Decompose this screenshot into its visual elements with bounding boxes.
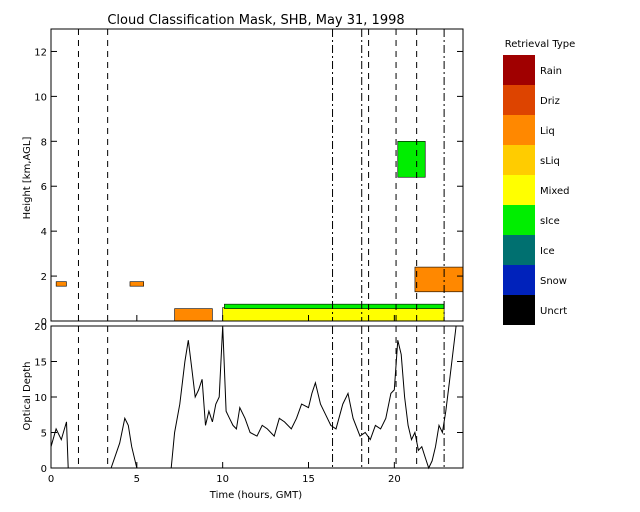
legend-swatch-uncrt [503,295,535,325]
time-tick-label-4: 20 [388,474,401,485]
legend-swatch-mixed [503,175,535,205]
od-tick-label-3: 15 [34,358,47,369]
mask-region-mixed-1 [222,307,445,322]
mask-region-sice-2 [224,303,445,309]
mask-region-liq-5 [55,281,67,287]
od-tick-label-1: 5 [41,429,47,440]
mask-region-liq-6 [129,281,144,287]
legend-swatch-liq [503,115,535,145]
height-tick-label-3: 6 [41,182,47,193]
legend-swatch-sice [503,205,535,235]
height-tick-label-6: 12 [34,47,47,58]
legend-swatch-rain [503,55,535,85]
legend-swatch-sliq [503,145,535,175]
optical-depth-series-line [50,325,457,470]
time-axis-label: Time (hours, GMT) [209,490,303,501]
legend-label-driz: Driz [540,96,560,107]
optical-depth-plot-frame [50,325,464,469]
legend-label-snow: Snow [540,276,567,287]
mask-region-liq-0 [174,308,213,322]
optical-depth-axis-label: Optical Depth [22,362,33,431]
classification-mask-panel: 0 2 4 6 8 10 12 [34,28,464,328]
legend-swatch-driz [503,85,535,115]
time-tick-label-2: 10 [216,474,229,485]
mask-region-sice-3 [397,141,426,178]
optical-depth-panel: 0 5 10 15 20 0 5 10 15 20 [34,322,464,485]
legend-label-uncrt: Uncrt [540,306,567,317]
time-tick-label-3: 15 [302,474,315,485]
legend-label-liq: Liq [540,126,555,137]
legend-swatch-ice [503,235,535,265]
chart-title: Cloud Classification Mask, SHB, May 31, … [107,13,404,28]
time-tick-label-0: 0 [48,474,54,485]
legend-label-sliq: sLiq [540,156,560,167]
od-tick-label-4: 20 [34,322,47,333]
retrieval-type-legend: Retrieval Type Rain Driz Liq sLiq Mixed sIce I… [503,39,575,325]
od-tick-label-2: 10 [34,393,47,404]
legend-swatch-snow [503,265,535,295]
height-tick-label-4: 8 [41,137,47,148]
height-axis-label: Height [km,AGL] [22,137,33,220]
height-tick-label-5: 10 [34,92,47,103]
legend-label-ice: Ice [540,246,555,257]
height-tick-label-0: 0 [41,317,47,328]
legend-label-mixed: Mixed [540,186,570,197]
mask-plot-frame [50,28,464,322]
od-tick-label-0: 0 [41,464,47,475]
height-tick-label-2: 4 [41,227,47,238]
legend-title: Retrieval Type [505,39,576,50]
time-tick-label-1: 5 [134,474,140,485]
legend-label-rain: Rain [540,66,562,77]
mask-region-liq-4 [414,266,464,293]
legend-label-sice: sIce [540,216,560,227]
height-tick-label-1: 2 [41,272,47,283]
